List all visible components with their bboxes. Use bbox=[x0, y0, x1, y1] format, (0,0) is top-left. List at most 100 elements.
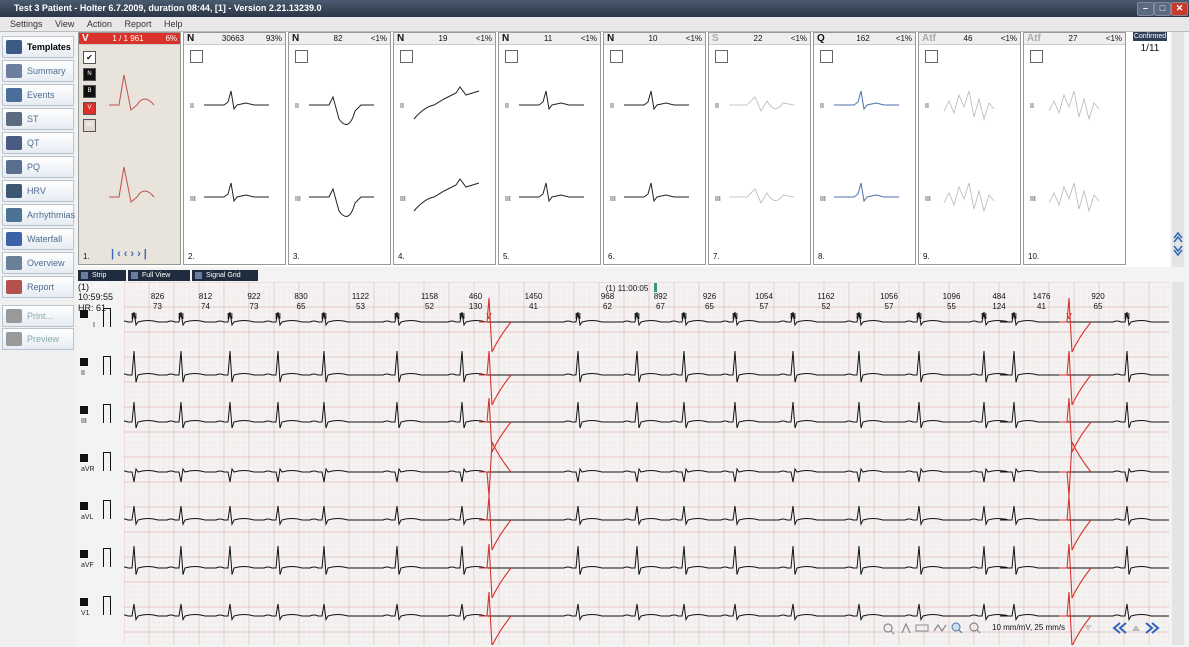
lead-toggle[interactable] bbox=[80, 406, 88, 414]
ruler-icon[interactable] bbox=[915, 624, 929, 632]
beat-label[interactable]: V bbox=[486, 312, 492, 321]
lead-toggle[interactable] bbox=[80, 550, 88, 558]
menu-action[interactable]: Action bbox=[86, 19, 112, 29]
template-card[interactable]: N 10 <1% II III 6. bbox=[603, 32, 706, 265]
template-card[interactable]: S 22 <1% II III 7. bbox=[708, 32, 811, 265]
template-checkbox[interactable] bbox=[400, 50, 413, 63]
strip-scrollbar[interactable] bbox=[1172, 282, 1184, 645]
beat-label[interactable]: N bbox=[275, 312, 281, 321]
beat-label[interactable]: N bbox=[732, 312, 738, 321]
filter-icon[interactable] bbox=[1084, 625, 1092, 631]
beat-label[interactable]: V bbox=[1066, 312, 1072, 321]
menu-report[interactable]: Report bbox=[124, 19, 152, 29]
template-scrollbar[interactable] bbox=[1172, 32, 1184, 267]
template-checkbox[interactable] bbox=[925, 50, 938, 63]
first-icon[interactable]: |‹ bbox=[111, 248, 124, 260]
tab-full-view[interactable]: Full View (F11) bbox=[128, 270, 190, 290]
ectopic-beat[interactable] bbox=[479, 441, 512, 497]
time-marker[interactable] bbox=[654, 283, 657, 292]
nav-pq[interactable]: PQ bbox=[2, 156, 74, 178]
nav-report[interactable]: Report bbox=[2, 276, 74, 298]
lead-toggle[interactable] bbox=[80, 598, 88, 606]
template-card[interactable]: Q 162 <1% II III 8. bbox=[813, 32, 916, 265]
zoom-in-icon[interactable] bbox=[883, 623, 895, 635]
minimize-button[interactable]: – bbox=[1137, 2, 1154, 16]
ectopic-beat[interactable] bbox=[479, 543, 512, 599]
zoom-out-icon[interactable] bbox=[969, 622, 981, 634]
lead-toggle[interactable] bbox=[80, 502, 88, 510]
maximize-button[interactable]: □ bbox=[1154, 2, 1171, 16]
beat-label[interactable]: N bbox=[459, 312, 465, 321]
ectopic-beat[interactable] bbox=[479, 495, 512, 551]
lead-toggle[interactable] bbox=[80, 454, 88, 462]
wave-icon[interactable] bbox=[933, 623, 947, 633]
beat-label[interactable]: N bbox=[131, 312, 137, 321]
template-card[interactable]: V 1 / 1 961 6% 1. ✔ N B V Atf |‹‹››| bbox=[78, 32, 181, 265]
template-checkbox[interactable] bbox=[505, 50, 518, 63]
page-back-icon[interactable] bbox=[1112, 622, 1127, 634]
ectopic-beat[interactable] bbox=[1059, 441, 1092, 497]
page-forward-icon[interactable] bbox=[1145, 622, 1160, 634]
next-icon[interactable]: › bbox=[130, 248, 138, 260]
beat-label[interactable]: N bbox=[227, 312, 233, 321]
nav-print[interactable]: Print... bbox=[2, 305, 74, 327]
lead-toggle[interactable] bbox=[80, 358, 88, 366]
beat-label[interactable]: N bbox=[178, 312, 184, 321]
beat-label[interactable]: N bbox=[634, 312, 640, 321]
beat-label[interactable]: N bbox=[1011, 312, 1017, 321]
magnifier-icon[interactable] bbox=[951, 622, 963, 634]
caliper-icon[interactable] bbox=[901, 622, 911, 634]
nav-qt[interactable]: QT bbox=[2, 132, 74, 154]
scroll-up-icon[interactable] bbox=[1173, 231, 1183, 243]
ectopic-beat[interactable] bbox=[479, 297, 512, 353]
menu-view[interactable]: View bbox=[55, 19, 75, 29]
nav-hrv[interactable]: HRV bbox=[2, 180, 74, 202]
ectopic-beat[interactable] bbox=[479, 350, 512, 406]
template-card[interactable]: N 19 <1% II III 4. bbox=[393, 32, 496, 265]
ectopic-beat[interactable] bbox=[1059, 495, 1092, 551]
template-checkbox[interactable] bbox=[820, 50, 833, 63]
beat-label[interactable]: N bbox=[1124, 312, 1130, 321]
ecg-strip[interactable]: 826 73 812 74 922 73 830 65 1122 53 1158 52 460 130 14… bbox=[119, 281, 1189, 647]
ecg-canvas[interactable]: 8267381274922738306511225311585246013014… bbox=[119, 281, 1189, 647]
template-card[interactable]: N 11 <1% II III 5. bbox=[498, 32, 601, 265]
page-up-icon[interactable] bbox=[1132, 625, 1140, 631]
ectopic-beat[interactable] bbox=[479, 397, 512, 453]
nav-preview[interactable]: Preview bbox=[2, 328, 74, 350]
close-button[interactable]: ✕ bbox=[1171, 2, 1188, 16]
class-button[interactable]: V bbox=[83, 102, 96, 115]
template-checkbox[interactable] bbox=[715, 50, 728, 63]
beat-label[interactable]: N bbox=[681, 312, 687, 321]
template-card[interactable]: N 30663 93% II III 2. bbox=[183, 32, 286, 265]
nav-templates[interactable]: Templates bbox=[2, 36, 74, 58]
ectopic-beat[interactable] bbox=[1059, 350, 1092, 406]
last-icon[interactable]: ›| bbox=[137, 248, 150, 260]
template-card[interactable]: Atf 27 <1% II III 10. bbox=[1023, 32, 1126, 265]
beat-label[interactable]: N bbox=[916, 312, 922, 321]
beat-label[interactable]: N bbox=[575, 312, 581, 321]
ectopic-beat[interactable] bbox=[1059, 297, 1092, 353]
class-button[interactable]: B bbox=[83, 85, 96, 98]
tab-signal-grid[interactable]: Signal Grid (F12) bbox=[192, 270, 258, 290]
lead-toggle[interactable] bbox=[80, 310, 88, 318]
class-button[interactable]: N bbox=[83, 68, 96, 81]
template-checkbox[interactable] bbox=[1030, 50, 1043, 63]
nav-overview[interactable]: Overview bbox=[2, 252, 74, 274]
template-checkbox[interactable] bbox=[190, 50, 203, 63]
template-card[interactable]: Atf 46 <1% II III 9. bbox=[918, 32, 1021, 265]
nav-summary[interactable]: Summary bbox=[2, 60, 74, 82]
ectopic-beat[interactable] bbox=[1059, 591, 1092, 647]
ectopic-beat[interactable] bbox=[1059, 543, 1092, 599]
menu-settings[interactable]: Settings bbox=[10, 19, 43, 29]
checkmark-icon[interactable]: ✔ bbox=[83, 51, 96, 64]
scroll-down-icon[interactable] bbox=[1173, 245, 1183, 257]
template-checkbox[interactable] bbox=[610, 50, 623, 63]
prev-icon[interactable]: ‹ bbox=[123, 248, 131, 260]
beat-label[interactable]: N bbox=[321, 312, 327, 321]
tab-strip[interactable]: Strip (F10) bbox=[78, 270, 126, 290]
ectopic-beat[interactable] bbox=[1059, 397, 1092, 453]
template-card[interactable]: N 82 <1% II III 3. bbox=[288, 32, 391, 265]
menu-help[interactable]: Help bbox=[163, 19, 183, 29]
ectopic-beat[interactable] bbox=[479, 591, 512, 647]
nav-st[interactable]: ST bbox=[2, 108, 74, 130]
